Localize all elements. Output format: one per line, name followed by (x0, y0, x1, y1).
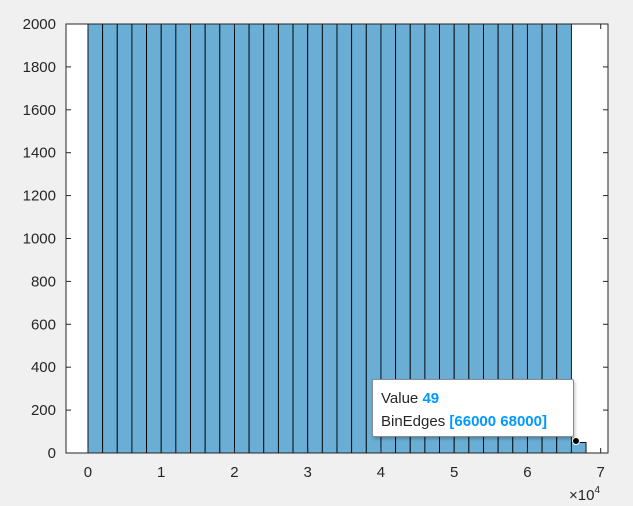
histogram-bar[interactable] (248, 23, 265, 454)
histogram-bar[interactable] (234, 23, 250, 454)
x-tick-label: 1 (157, 464, 165, 481)
datatip-edges-label: BinEdges (381, 413, 446, 430)
y-axis: 0 200 400 600 800 1000 1200 1400 1600 1800 2000 (23, 16, 608, 462)
datatip[interactable]: Value 49 BinEdges [66000 68000] (372, 379, 574, 437)
histogram-bar[interactable] (190, 23, 206, 454)
histogram-bar[interactable] (102, 23, 118, 454)
x-axis-exponent-base: ×10 (569, 487, 594, 504)
y-tick-label: 800 (31, 273, 56, 290)
x-tick-label: 4 (377, 464, 385, 481)
histogram-bar[interactable] (204, 23, 221, 454)
x-tick-label: 7 (597, 464, 605, 481)
histogram-bar[interactable] (321, 23, 338, 454)
datatip-value: 49 (422, 390, 440, 407)
histogram-bar[interactable] (175, 23, 191, 454)
datatip-value-row: Value 49 (381, 387, 573, 410)
x-axis-exponent: ×104 (569, 485, 600, 504)
histogram-bar[interactable] (307, 23, 323, 454)
y-tick-label: 200 (31, 402, 56, 419)
histogram-bar[interactable] (351, 23, 367, 454)
y-tick-label: 600 (31, 316, 56, 333)
x-tick-label: 5 (450, 464, 458, 481)
y-tick-label: 1000 (23, 231, 56, 248)
histogram-bar[interactable] (292, 23, 309, 454)
y-tick-label: 0 (48, 445, 56, 462)
x-tick-label: 6 (523, 464, 531, 481)
histogram-bar[interactable] (219, 23, 235, 454)
histogram-bar[interactable] (146, 23, 162, 454)
x-tick-label: 2 (230, 464, 238, 481)
datatip-edges: [66000 68000] (449, 413, 547, 430)
x-axis: 0 1 2 3 4 5 6 7 (84, 24, 605, 481)
datatip-edges-row: BinEdges [66000 68000] (381, 410, 573, 433)
histogram-bar[interactable] (87, 23, 104, 454)
y-tick-label: 2000 (23, 16, 56, 33)
datatip-value-label: Value (381, 390, 419, 407)
histogram-bar[interactable] (277, 23, 294, 454)
histogram-bar[interactable] (336, 23, 353, 454)
y-tick-label: 1200 (23, 188, 56, 205)
histogram-bar[interactable] (160, 23, 177, 454)
y-tick-label: 1400 (23, 145, 56, 162)
y-tick-label: 1800 (23, 59, 56, 76)
histogram-bar[interactable] (263, 23, 279, 454)
y-tick-label: 1600 (23, 102, 56, 119)
x-tick-label: 3 (304, 464, 312, 481)
histogram-bars (87, 23, 587, 454)
histogram-bar[interactable] (131, 23, 148, 454)
y-tick-label: 400 (31, 359, 56, 376)
x-tick-label: 0 (84, 464, 92, 481)
datatip-marker[interactable] (572, 437, 580, 445)
x-axis-exponent-power: 4 (594, 485, 600, 496)
histogram-bar[interactable] (116, 23, 133, 454)
